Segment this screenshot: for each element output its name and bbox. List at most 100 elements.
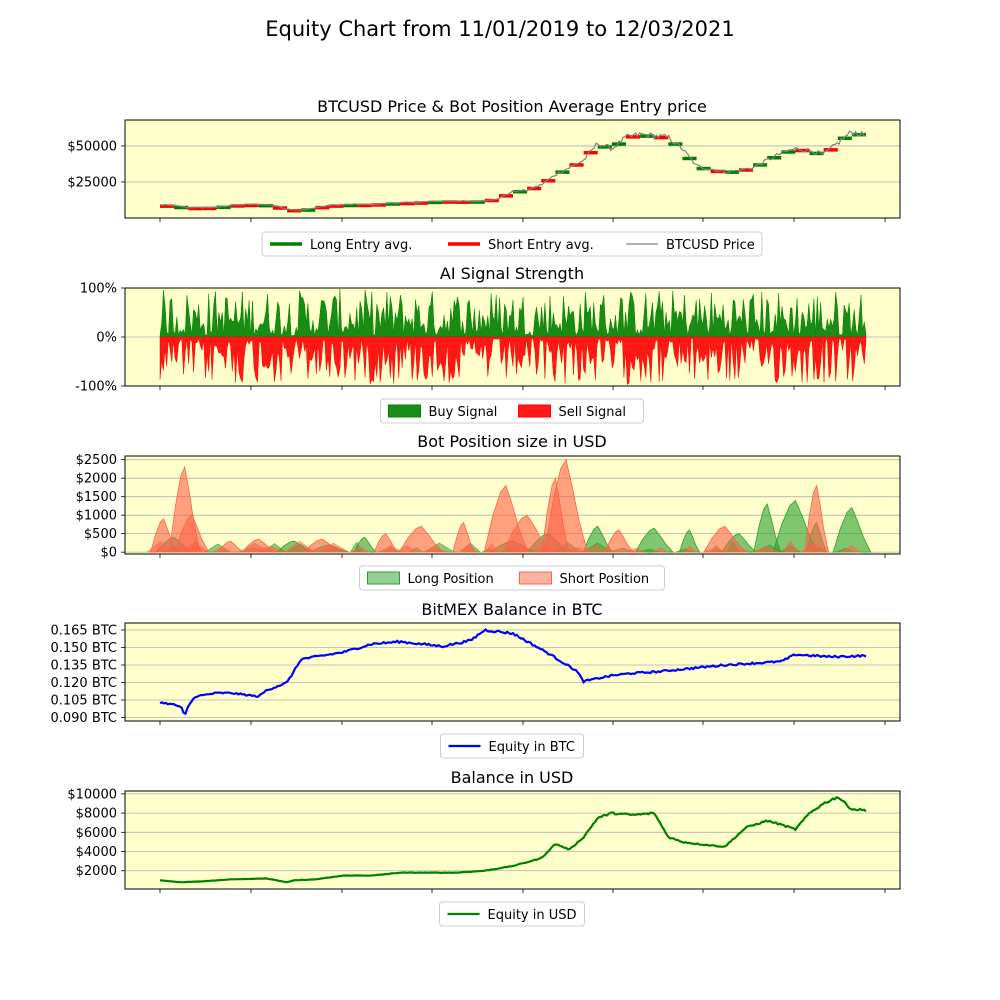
short-position-area [840, 544, 862, 553]
y-tick-label: $50000 [67, 139, 117, 154]
short-position-area [782, 540, 800, 553]
plot-frame [124, 119, 901, 219]
y-tick-label: 100% [80, 282, 117, 297]
short-position-area [146, 541, 175, 553]
legend-swatch [367, 571, 400, 585]
sell-signal-area [159, 336, 867, 386]
short-position-area [531, 546, 552, 553]
legend-swatch [388, 404, 421, 418]
buy-signal-area [159, 289, 867, 338]
long-position-area [832, 507, 872, 553]
y-tick-label: $6000 [76, 826, 117, 841]
panel-title: Bot Position size in USD [417, 432, 606, 451]
panel-title: BTCUSD Price & Bot Position Average Entr… [317, 97, 707, 116]
panel-btc: 0.090 BTC 0.105 BTC 0.120 BTC 0.135 BTC 0.15… [50, 600, 901, 759]
legend-frame [439, 901, 585, 927]
price-line [159, 130, 867, 211]
y-tick-label: $500 [84, 527, 117, 542]
chart-panels: $25000 $50000 BTCUSD Price & Bot Position … [50, 97, 901, 927]
short-position-area [680, 545, 698, 553]
short-position-area [734, 547, 750, 553]
legend-label: Sell Signal [559, 405, 627, 420]
short-position-area [804, 484, 829, 553]
figure-title: Equity Chart from 11/01/2019 to 12/03/20… [265, 17, 735, 41]
y-tick-label: $8000 [76, 807, 117, 822]
y-tick-label: 0% [96, 331, 117, 346]
legend-label: Equity in BTC [489, 740, 575, 755]
legend: Long Entry avg. Short Entry avg. BTCUSD Pr… [261, 231, 763, 257]
panel-signal: -100% 0% 100% AI Signal Strength Buy Signal S… [75, 264, 901, 424]
legend-frame [261, 231, 763, 257]
legend: Buy Signal Sell Signal [380, 398, 644, 424]
y-tick-label: $0 [100, 546, 117, 561]
y-tick-label: 0.165 BTC [50, 624, 117, 639]
equity-line [159, 628, 867, 716]
panel-position: $0 $500 $1000 $1500 $2000 $2500 Bot Position s… [76, 432, 901, 591]
short-position-area [422, 548, 449, 553]
plot-background [125, 120, 900, 218]
panel-usd: $2000 $4000 $6000 $8000 $10000 Balance in USD… [67, 768, 901, 927]
long-position-area [634, 527, 674, 553]
y-tick-label: -100% [75, 380, 117, 395]
y-tick-label: $4000 [76, 845, 117, 860]
short-position-area [349, 546, 371, 553]
panel-title: BitMEX Balance in BTC [421, 600, 602, 619]
plot-frame [124, 622, 901, 722]
plot-frame [124, 455, 901, 555]
y-tick-label: 0.120 BTC [50, 676, 117, 691]
y-tick-label: $10000 [67, 787, 117, 802]
plot-background [125, 791, 900, 889]
legend: Long Position Short Position [359, 565, 665, 591]
short-position-area [484, 543, 500, 553]
short-position-area [799, 543, 829, 553]
short-position-area [506, 545, 531, 553]
equity-line [159, 796, 867, 884]
y-tick-label: $1500 [76, 490, 117, 505]
short-position-area [253, 545, 286, 553]
long-position-area [678, 529, 701, 553]
y-tick-label: $2000 [76, 864, 117, 879]
short-position-area [652, 547, 669, 553]
short-position-area [382, 544, 399, 553]
short-position-area [212, 547, 229, 553]
y-tick-label: 0.135 BTC [50, 659, 117, 674]
legend: Equity in USD [439, 901, 585, 927]
legend-label: BTCUSD Price [666, 238, 755, 253]
short-position-area [458, 544, 479, 553]
legend-label: Short Entry avg. [488, 238, 594, 253]
short-position-area [625, 547, 646, 553]
legend-frame [359, 565, 665, 591]
panel-title: Balance in USD [451, 768, 574, 787]
plot-frame [124, 790, 901, 890]
short-position-area [395, 545, 419, 553]
short-position-area [583, 544, 610, 553]
legend-label: Long Position [408, 572, 494, 587]
legend-label: Buy Signal [429, 405, 498, 420]
plot-background [125, 623, 900, 721]
plot-frame [124, 287, 901, 387]
y-tick-label: $2500 [76, 453, 117, 468]
legend-frame [380, 398, 644, 424]
y-tick-label: $2000 [76, 472, 117, 487]
short-position-area [282, 541, 317, 553]
legend-label: Equity in USD [488, 908, 577, 923]
y-tick-label: 0.105 BTC [50, 694, 117, 709]
short-position-area [316, 542, 350, 553]
y-tick-label: $1000 [76, 509, 117, 524]
panel-title: AI Signal Strength [440, 264, 584, 283]
panel-price: $25000 $50000 BTCUSD Price & Bot Position … [67, 97, 901, 257]
short-position-area [543, 458, 589, 553]
short-position-area [752, 545, 780, 553]
legend-swatch [518, 404, 551, 418]
short-position-area [174, 514, 210, 553]
short-position-area [560, 547, 592, 553]
short-position-area [179, 542, 211, 553]
y-tick-label: 0.090 BTC [50, 711, 117, 726]
y-tick-label: 0.150 BTC [50, 641, 117, 656]
legend-swatch [519, 571, 552, 585]
legend: Equity in BTC [440, 733, 584, 759]
legend-frame [440, 733, 584, 759]
legend-label: Short Position [560, 572, 650, 587]
legend-label: Long Entry avg. [310, 238, 412, 253]
